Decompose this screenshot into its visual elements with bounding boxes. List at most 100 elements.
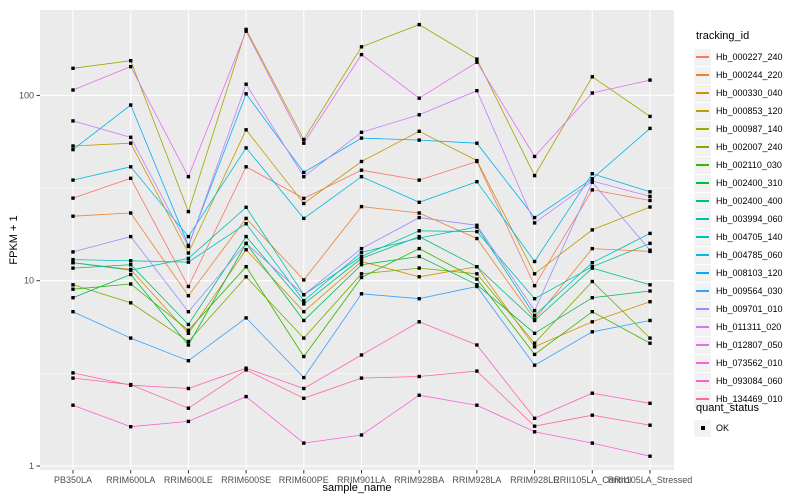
legend-key-line-icon [696,398,709,400]
data-point [532,272,537,276]
data-point [71,261,75,265]
legend-key [694,156,711,174]
data-point [302,137,306,142]
y-axis-title: FPKM + 1 [8,215,20,265]
legend-key [694,336,711,354]
data-point [475,89,479,93]
data-point [417,236,421,240]
data-point [359,45,364,49]
data-point [590,265,594,269]
data-point [186,406,191,410]
legend-entry-label: Hb_073562_010 [716,358,783,368]
data-point [244,165,248,169]
legend-key [694,246,711,264]
data-point [244,82,248,86]
data-point [648,341,652,345]
data-point [186,419,191,424]
data-point [648,336,652,340]
data-point [186,310,191,314]
data-point [129,141,133,145]
legend-entry: Hb_011311_020 [694,318,783,336]
data-point [71,66,75,70]
legend-entry-label: Hb_000853_120 [716,106,783,116]
data-point [417,113,421,117]
data-point [359,250,364,255]
data-point [186,209,191,214]
data-point [129,259,133,263]
data-point [590,441,594,445]
data-point [417,275,421,279]
data-point [532,352,537,357]
legend-key-line-icon [696,74,709,76]
data-point [417,297,421,301]
legend-entry-label: Hb_000227_240 [716,52,783,62]
legend-key-line-icon [696,326,709,328]
data-point [244,205,248,209]
data-point [186,359,191,363]
data-point [590,391,594,395]
legend-entry-label: Hb_134469_010 [716,394,783,404]
data-point [532,341,537,345]
quant-status-label: OK [716,423,730,433]
legend-key-line-icon [696,164,709,166]
data-point [302,396,306,400]
data-point [186,328,191,332]
data-point [417,215,421,220]
legend-title-tracking-id: tracking_id [696,30,750,42]
x-tick-label: RRII105LA_Control [553,475,631,485]
data-point [417,246,421,251]
data-point [186,331,191,335]
data-point [129,176,133,180]
data-point [186,339,191,344]
data-point [186,322,191,327]
data-point [244,128,248,132]
data-point [532,215,537,220]
legend-key-line-icon [696,200,709,202]
data-point [244,394,248,399]
data-point [648,300,652,304]
data-point [475,60,479,64]
data-point [359,136,364,140]
legend-entry-label: Hb_009564_030 [716,286,783,296]
data-point [590,188,594,192]
legend-key-line-icon [696,254,709,256]
legend-entry-label: Hb_008103_120 [716,268,783,278]
data-point [648,401,652,405]
data-point [186,294,191,298]
data-point [71,371,75,375]
y-tick-label: 1 [29,461,34,471]
data-point [648,190,652,194]
data-point [129,135,133,139]
legend-key-line-icon [696,218,709,220]
legend-key [694,300,711,318]
data-point [129,282,133,286]
data-point [186,251,191,255]
legend-entry: Hb_002400_400 [694,192,783,210]
data-point [302,170,306,175]
data-point [475,343,479,347]
data-point [359,263,364,267]
x-tick-label: RRII105LA_Stressed [608,475,693,485]
data-point [590,75,594,79]
legend-entry: Hb_002110_030 [694,156,783,174]
data-point [648,126,652,131]
legend-key-line-icon [696,272,709,274]
data-point [71,250,75,254]
legend-entry: Hb_000987_140 [694,120,783,138]
x-tick-label: PB350LA [54,475,92,485]
legend-key-line-icon [696,362,709,364]
data-point [302,310,306,314]
legend-entry-label: Hb_004705_140 [716,232,783,242]
data-point [532,363,537,367]
legend-key-line-icon [696,290,709,292]
x-tick-label: RRIM600LE [164,475,213,485]
data-point [532,154,537,159]
data-point [129,165,133,169]
legend-entry-label: Hb_011311_020 [716,322,782,332]
data-point [129,272,133,277]
data-point [71,214,75,218]
data-point [186,244,191,249]
data-point [590,172,594,176]
data-point [475,223,479,227]
data-point [71,196,75,200]
